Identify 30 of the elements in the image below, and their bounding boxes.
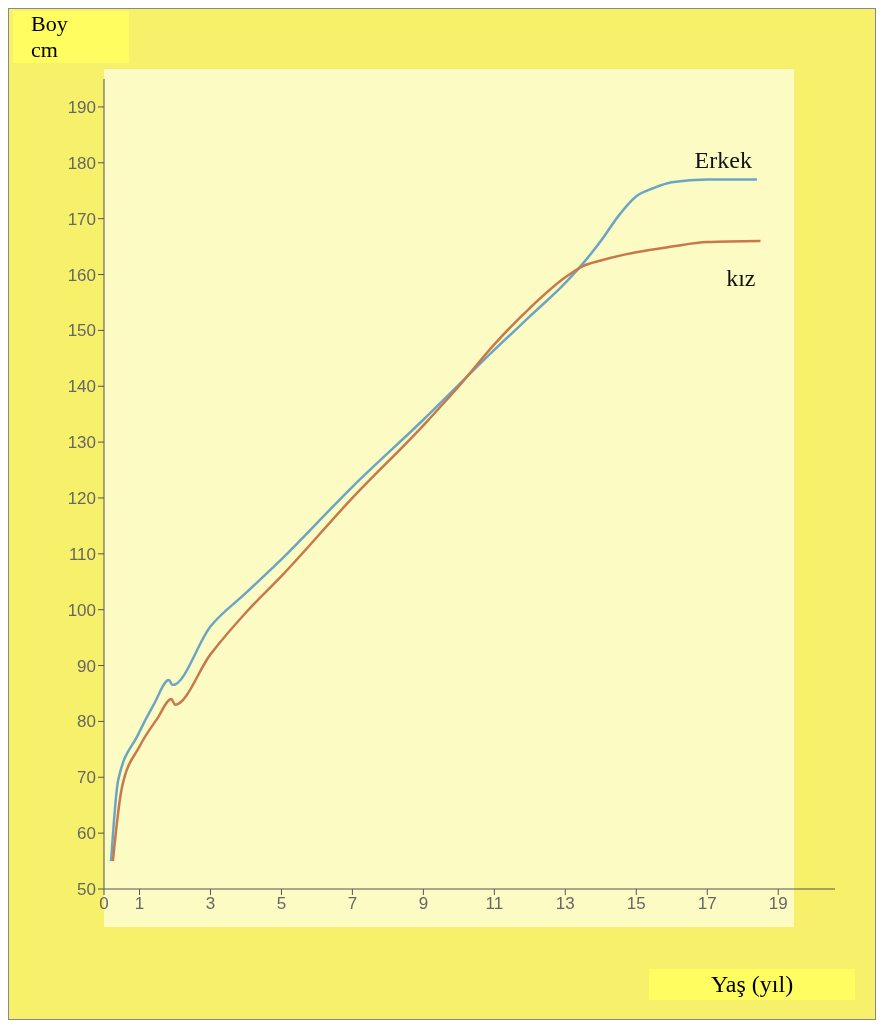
y-tick-label: 60 bbox=[77, 824, 96, 844]
y-tick-label: 130 bbox=[67, 433, 96, 453]
x-tick-label: 13 bbox=[555, 894, 575, 914]
y-tick-label: 70 bbox=[77, 768, 96, 788]
series-label: kız bbox=[726, 265, 756, 291]
x-tick-label: 0 bbox=[99, 894, 109, 914]
y-tick-label: 50 bbox=[77, 880, 96, 900]
y-tick-label: 140 bbox=[67, 377, 96, 397]
y-tick-label: 80 bbox=[77, 712, 96, 732]
x-tick-label: 19 bbox=[768, 894, 788, 914]
y-tick-label: 170 bbox=[67, 209, 96, 229]
y-tick-label: 120 bbox=[67, 489, 96, 508]
x-tick-label: 11 bbox=[485, 894, 504, 914]
y-tick-label: 190 bbox=[67, 97, 96, 117]
x-tick-label: 17 bbox=[697, 894, 717, 914]
y-tick-label: 180 bbox=[67, 153, 96, 173]
x-tick-label: 9 bbox=[418, 894, 429, 914]
x-tick-label: 1 bbox=[134, 894, 145, 914]
series-label: Erkek bbox=[694, 146, 752, 173]
y-tick-label: 100 bbox=[67, 600, 96, 620]
x-tick-label: 5 bbox=[276, 894, 287, 914]
y-tick-label: 90 bbox=[77, 656, 96, 676]
y-tick-label: 160 bbox=[67, 265, 96, 285]
x-axis-title: Yaş (yıl) bbox=[649, 969, 855, 1000]
x-tick-label: 3 bbox=[205, 894, 216, 914]
y-tick-label: 110 bbox=[68, 544, 96, 564]
y-axis-title: Boy cm bbox=[13, 11, 129, 63]
x-tick-label: 7 bbox=[347, 894, 358, 914]
y-tick-label: 150 bbox=[67, 321, 96, 341]
x-tick-label: 15 bbox=[626, 894, 646, 914]
